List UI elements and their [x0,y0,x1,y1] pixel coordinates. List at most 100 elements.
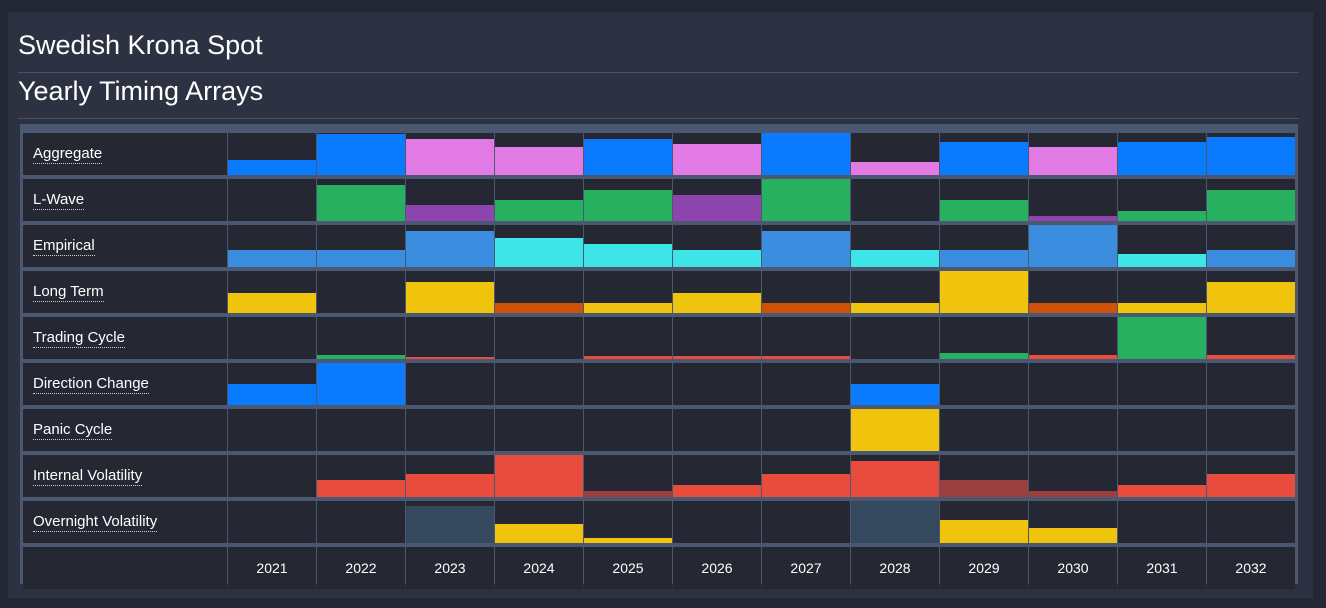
value-bar [317,480,405,497]
array-cell [317,409,405,451]
array-cell [317,179,405,221]
array-cell [673,133,761,175]
array-row: L-Wave [23,179,1295,221]
year-label: 2029 [968,560,1000,576]
year-label: 2023 [434,560,466,576]
value-bar [495,303,583,313]
array-cell [495,271,583,313]
array-cell [406,409,494,451]
value-bar [673,195,761,221]
array-cell [228,317,316,359]
value-bar [1207,282,1295,313]
array-cell [584,317,672,359]
array-cell [584,409,672,451]
array-cell [495,225,583,267]
value-bar [1118,211,1206,221]
value-bar [495,455,583,497]
array-cell [1029,133,1117,175]
value-bar [851,384,939,405]
year-label: 2028 [879,560,911,576]
value-bar [940,200,1028,221]
value-bar [584,491,672,497]
value-bar [1207,355,1295,359]
year-cell: 2021 [228,547,316,589]
row-label-cell: Aggregate [23,133,227,175]
year-label: 2025 [612,560,644,576]
value-bar [851,409,939,451]
array-cell [406,225,494,267]
array-cell [1029,409,1117,451]
array-cell [1118,409,1206,451]
array-cell [1029,501,1117,543]
value-bar [940,353,1028,359]
row-label-link[interactable]: Panic Cycle [33,421,113,440]
value-bar [406,205,494,221]
array-cell [317,271,405,313]
page-subtitle: Yearly Timing Arrays [18,76,264,106]
row-label-link[interactable]: Direction Change [33,375,149,394]
value-bar [317,134,405,175]
value-bar [584,356,672,359]
value-bar [1118,317,1206,359]
array-cell [1029,225,1117,267]
value-bar [584,139,672,175]
array-cell [1029,455,1117,497]
value-bar [1118,254,1206,267]
value-bar [1118,485,1206,497]
row-label-link[interactable]: Overnight Volatility [33,513,158,532]
value-bar [940,250,1028,267]
value-bar [1118,142,1206,175]
value-bar [851,162,939,175]
row-label-link[interactable]: Internal Volatility [33,467,143,486]
row-label-link[interactable]: Trading Cycle [33,329,125,348]
value-bar [406,282,494,313]
row-label-link[interactable]: Empirical [33,237,95,256]
value-bar [1207,190,1295,221]
year-cell: 2024 [495,547,583,589]
array-cell [584,133,672,175]
value-bar [673,485,761,497]
value-bar [1029,147,1117,175]
year-cell: 2027 [762,547,850,589]
array-cell [673,409,761,451]
array-cell [584,225,672,267]
row-label-link[interactable]: L-Wave [33,191,85,210]
array-cell [584,501,672,543]
value-bar [762,356,850,359]
array-row: Internal Volatility [23,455,1295,497]
array-cell [1118,455,1206,497]
array-cell [851,179,939,221]
array-cell [673,271,761,313]
array-cell [228,455,316,497]
year-label: 2030 [1057,560,1089,576]
array-cell [762,363,850,405]
array-cell [495,455,583,497]
year-cell: 2023 [406,547,494,589]
array-cell [584,363,672,405]
value-bar [495,238,583,267]
value-bar [228,384,316,405]
value-bar [1029,225,1117,267]
row-label-link[interactable]: Long Term [33,283,104,302]
array-cell [940,133,1028,175]
row-label-cell: Internal Volatility [23,455,227,497]
array-cell [317,133,405,175]
row-label-cell: Overnight Volatility [23,501,227,543]
array-cell [851,225,939,267]
value-bar [406,474,494,497]
array-cell [1207,133,1295,175]
array-cell [673,317,761,359]
array-cell [940,455,1028,497]
array-cell [584,179,672,221]
array-cell [406,363,494,405]
array-cell [1118,225,1206,267]
year-cell: 2026 [673,547,761,589]
year-label: 2022 [345,560,377,576]
row-label-link[interactable]: Aggregate [33,145,103,164]
value-bar [762,303,850,313]
value-bar [762,231,850,267]
value-bar [406,357,494,359]
value-bar [1118,303,1206,313]
value-bar [228,293,316,313]
array-cell [406,133,494,175]
